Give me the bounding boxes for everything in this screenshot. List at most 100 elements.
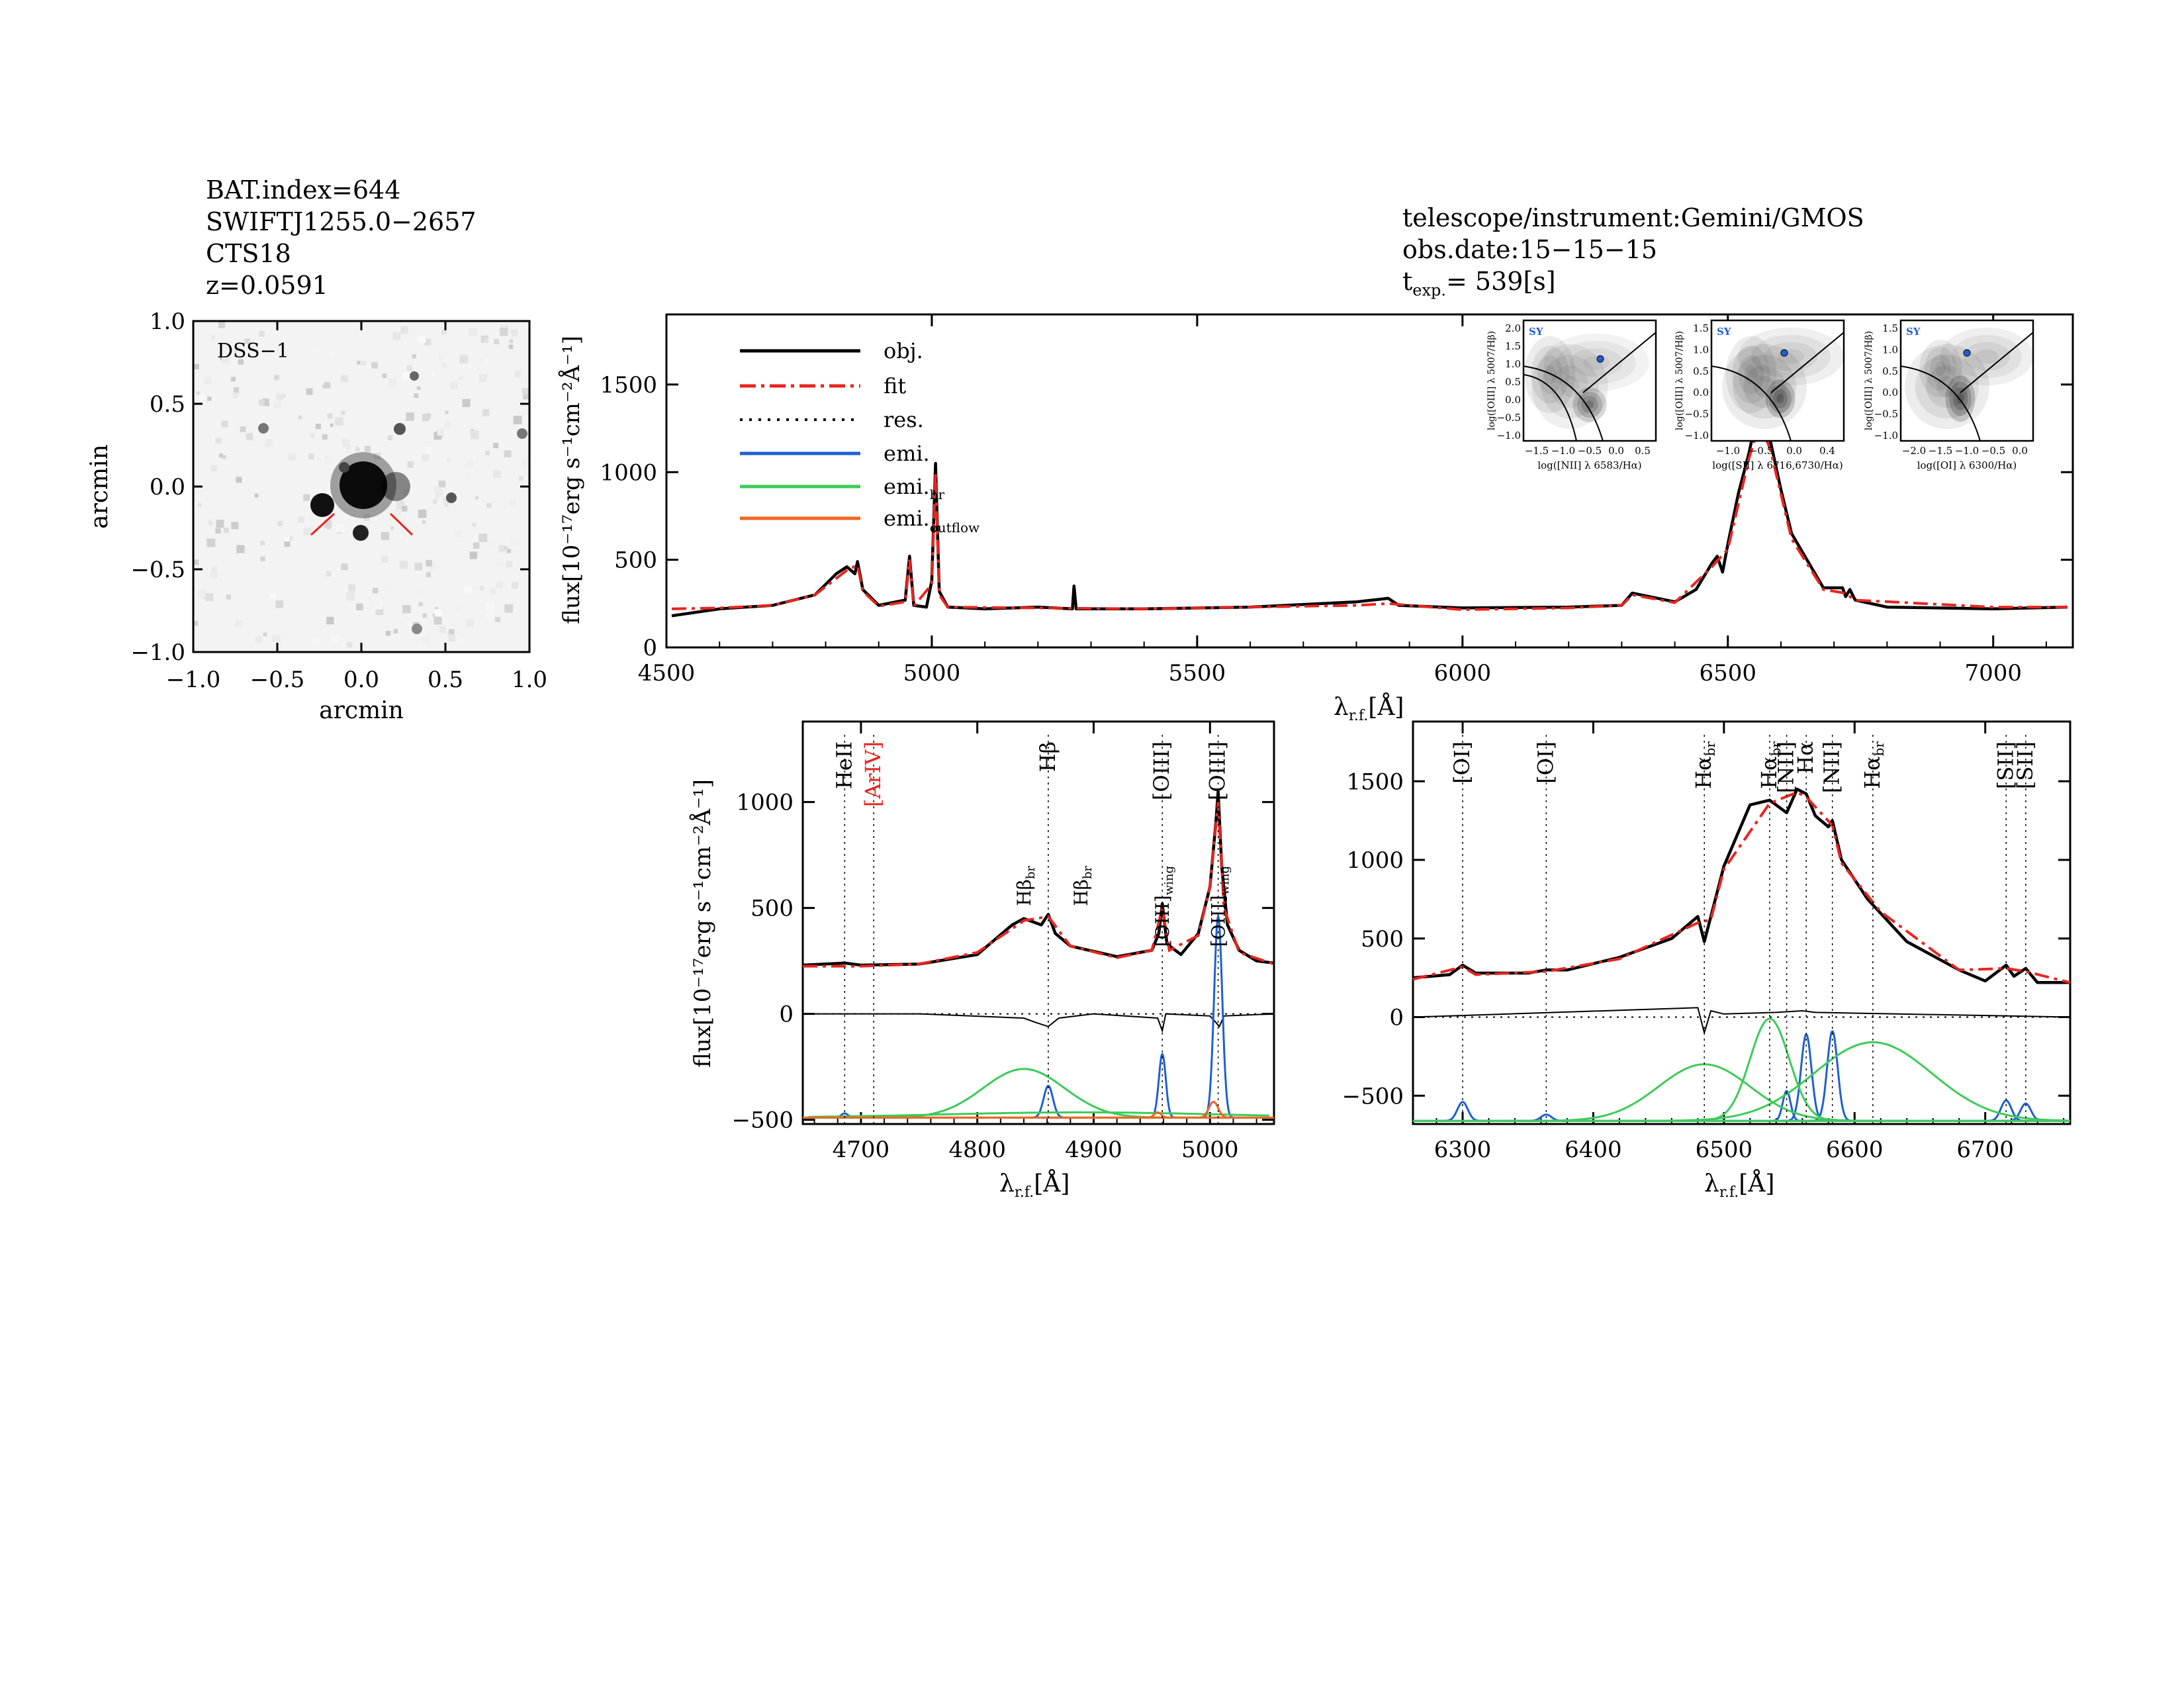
noise-pixel bbox=[385, 630, 391, 636]
noise-pixel bbox=[259, 331, 265, 336]
noise-pixel bbox=[215, 528, 221, 534]
target-marker-left bbox=[310, 512, 336, 536]
noise-pixel bbox=[425, 413, 431, 420]
noise-pixel bbox=[274, 400, 281, 408]
lower-line-label: [OIII]wing bbox=[1208, 866, 1232, 947]
series-res bbox=[1412, 1007, 2071, 1036]
noise-pixel bbox=[433, 487, 441, 494]
density-contour bbox=[1557, 340, 1636, 385]
noise-pixel bbox=[460, 638, 465, 643]
line-label-main: [OI] bbox=[1533, 741, 1558, 784]
bpt-y-tick-label: 1.0 bbox=[1505, 358, 1521, 370]
noise-pixel bbox=[483, 338, 488, 343]
noise-pixel bbox=[418, 602, 423, 606]
noise-pixel bbox=[238, 359, 244, 365]
line-label: [OI] bbox=[1449, 741, 1475, 784]
source-blob bbox=[258, 423, 269, 434]
noise-pixel bbox=[236, 477, 242, 483]
y-tick-label: 0 bbox=[643, 635, 657, 661]
noise-pixel bbox=[382, 373, 387, 379]
noise-pixel bbox=[493, 443, 499, 449]
density-contour bbox=[1722, 344, 1807, 430]
line-label: Hαbr bbox=[1756, 741, 1784, 789]
noise-pixel bbox=[433, 432, 442, 440]
y-tick-label: 1.0 bbox=[150, 308, 185, 335]
bpt-inset-1: SY−1.5 −1.0 −0.5 0.0 0.52.01.51.00.50.0−0.5−… bbox=[1486, 319, 1657, 471]
noise-pixel bbox=[236, 545, 245, 553]
noise-pixel bbox=[496, 581, 503, 588]
noise-pixel bbox=[518, 476, 523, 481]
dss-x-axis-label: arcmin bbox=[319, 697, 404, 724]
main-series bbox=[671, 414, 2068, 618]
series-emi-br bbox=[808, 1111, 1270, 1118]
noise-pixel bbox=[506, 561, 512, 567]
noise-pixel bbox=[512, 582, 519, 589]
noise-pixel bbox=[336, 524, 345, 532]
noise-pixel bbox=[263, 632, 267, 637]
noise-pixel bbox=[384, 585, 391, 592]
lower-line-label-sub: br bbox=[1024, 866, 1038, 880]
density-contour bbox=[1583, 355, 1610, 370]
noise-pixel bbox=[418, 336, 426, 344]
noise-pixel bbox=[414, 393, 419, 399]
series-emi-br bbox=[1608, 1041, 2068, 1122]
noise-pixel bbox=[388, 379, 397, 387]
bpt-y-tick-label: 0.0 bbox=[1505, 394, 1521, 406]
line-label-main: Hα bbox=[1756, 756, 1782, 789]
noise-pixel bbox=[260, 556, 265, 562]
noise-pixel bbox=[443, 498, 451, 505]
noise-pixel bbox=[322, 385, 326, 389]
noise-pixel bbox=[509, 499, 516, 506]
bpt-x-tick-label: 0.0 bbox=[2012, 445, 2028, 457]
y-tick-label: 0.5 bbox=[150, 391, 185, 418]
main-axis-ticks: 4500 5000 5500 6000 6500 7000 0 500 1000 1500 bbox=[600, 314, 2073, 686]
bpt-y-tick-label: 1.0 bbox=[1693, 344, 1709, 355]
noise-pixel bbox=[398, 556, 402, 561]
dss-sources bbox=[193, 321, 530, 648]
noise-pixel bbox=[196, 391, 200, 395]
noise-pixel bbox=[310, 433, 315, 438]
noise-pixel bbox=[326, 616, 334, 625]
main-x-axis-label: λr.f.[Å] bbox=[1334, 693, 1404, 724]
bpt-y-tick-label: 0.5 bbox=[1693, 365, 1709, 377]
source-blob bbox=[412, 624, 422, 634]
noise-pixel bbox=[438, 480, 446, 488]
noise-pixel bbox=[221, 352, 227, 358]
noise-pixel bbox=[303, 494, 310, 501]
noise-pixel bbox=[274, 375, 279, 381]
noise-pixel bbox=[222, 356, 230, 363]
noise-pixel bbox=[244, 338, 251, 344]
noise-pixel bbox=[422, 636, 430, 645]
line-label-main: Hα bbox=[1793, 741, 1818, 774]
hbeta-x-sub: r.f. bbox=[1015, 1184, 1034, 1201]
exposure-value: = 539[s] bbox=[1446, 267, 1556, 296]
source-blob bbox=[310, 493, 334, 517]
noise-pixel bbox=[308, 453, 314, 460]
noise-pixel bbox=[364, 445, 371, 452]
noise-pixel bbox=[355, 447, 360, 451]
source-blob bbox=[394, 423, 406, 435]
bpt-inset-3: SY−2.0 −1.5 −1.0 −0.5 0.01.51.00.50.0−0.5−1.… bbox=[1864, 319, 2034, 471]
density-contour bbox=[1543, 365, 1557, 385]
noise-pixel bbox=[450, 569, 457, 576]
target-point bbox=[1780, 349, 1788, 357]
lower-line-label-sub: br bbox=[1081, 866, 1095, 880]
y-tick-label: 500 bbox=[1361, 926, 1404, 953]
noise-pixel bbox=[345, 446, 352, 453]
noise-pixel bbox=[324, 520, 332, 528]
main-spectrum-panel: 4500 5000 5500 6000 6500 7000 0 500 1000 1500 flu… bbox=[558, 313, 2074, 724]
x-tick-label: 5000 bbox=[903, 660, 961, 686]
noise-pixel bbox=[522, 458, 529, 466]
noise-pixel bbox=[399, 561, 408, 569]
noise-pixel bbox=[298, 415, 302, 420]
noise-pixel bbox=[434, 606, 439, 611]
noise-pixel bbox=[226, 594, 231, 600]
telescope-instrument: telescope/instrument:Gemini/GMOS bbox=[1402, 203, 1864, 232]
noise-pixel bbox=[265, 439, 273, 447]
y-tick-label: −500 bbox=[1342, 1083, 1404, 1109]
series-obj bbox=[671, 414, 2068, 618]
density-contour bbox=[1581, 396, 1598, 414]
line-label: [OIII] bbox=[1205, 741, 1230, 800]
bpt-y-tick-label: 1.0 bbox=[1882, 344, 1898, 355]
